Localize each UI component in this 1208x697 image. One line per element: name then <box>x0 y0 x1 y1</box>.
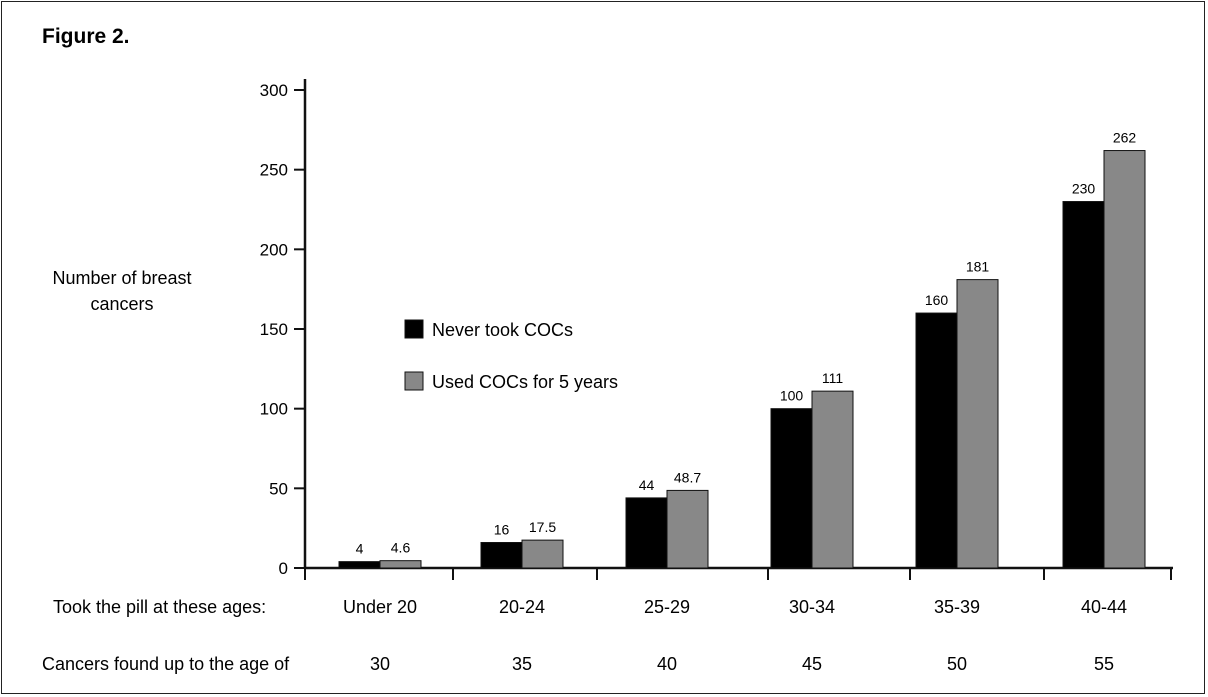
second-row-value: 45 <box>802 654 822 674</box>
bar-used-cocs <box>379 560 422 569</box>
chart-title: Figure 2. <box>42 25 130 48</box>
legend-swatch-never <box>404 319 424 339</box>
bar-value-label: 48.7 <box>674 469 701 485</box>
x-category-label: 20-24 <box>499 597 545 617</box>
bar-value-label: 4 <box>356 541 364 557</box>
y-tick-label: 200 <box>260 240 288 259</box>
y-axis-label-line-2: cancers <box>90 294 153 314</box>
bar-value-label: 111 <box>822 370 843 386</box>
legend: Never took COCs Used COCs for 5 years <box>404 319 618 392</box>
second-row-value: 30 <box>370 654 390 674</box>
second-row-value: 55 <box>1094 654 1114 674</box>
x-row-title: Took the pill at these ages: <box>53 597 266 617</box>
y-tick-label: 0 <box>279 559 288 578</box>
y-tick-label: 50 <box>269 479 288 498</box>
bar-value-label: 17.5 <box>529 519 556 535</box>
bar-used-cocs <box>956 279 999 569</box>
y-tick-label: 150 <box>260 320 288 339</box>
legend-label-used: Used COCs for 5 years <box>432 372 618 392</box>
bar-value-label: 181 <box>966 259 990 275</box>
y-axis-ticks: 0 50 100 150 200 250 300 <box>260 81 305 578</box>
bar-value-label: 16 <box>494 522 510 538</box>
x-category-label: 35-39 <box>934 597 980 617</box>
bar-value-label: 100 <box>780 388 804 404</box>
bar-used-cocs <box>521 539 564 569</box>
x-axis-ticks <box>304 568 1172 580</box>
bar-value-label: 230 <box>1072 181 1096 197</box>
x-category-label: 25-29 <box>644 597 690 617</box>
second-row-value: 40 <box>657 654 677 674</box>
x-category-label: 30-34 <box>789 597 835 617</box>
bar-series <box>338 150 1146 569</box>
second-row-value: 35 <box>512 654 532 674</box>
bar-used-cocs <box>1103 150 1146 569</box>
second-row-value: 50 <box>947 654 967 674</box>
x-axis-category-labels: Under 20 20-24 25-29 30-34 35-39 40-44 <box>343 597 1127 617</box>
bar-never-took-cocs <box>480 542 523 569</box>
y-tick-label: 300 <box>260 81 288 100</box>
y-axis-label-line-1: Number of breast <box>52 268 191 288</box>
y-tick-label: 250 <box>260 161 288 180</box>
x-category-label: Under 20 <box>343 597 417 617</box>
legend-label-never: Never took COCs <box>432 320 573 340</box>
data-labels: 4 4.6 16 17.5 44 48.7 100 111 160 181 230 262 <box>356 130 1137 557</box>
bar-never-took-cocs <box>338 561 381 569</box>
x-category-label: 40-44 <box>1081 597 1127 617</box>
bar-value-label: 262 <box>1113 130 1137 146</box>
y-tick-label: 100 <box>260 400 288 419</box>
bar-never-took-cocs <box>915 312 958 569</box>
legend-swatch-used <box>404 371 424 391</box>
bar-used-cocs <box>811 390 854 569</box>
bar-never-took-cocs <box>1062 201 1105 569</box>
bar-used-cocs <box>666 489 709 569</box>
second-row-labels: 30 35 40 45 50 55 <box>370 654 1114 674</box>
bar-value-label: 160 <box>925 292 949 308</box>
second-row-title: Cancers found up to the age of <box>42 654 290 674</box>
bar-never-took-cocs <box>625 497 668 569</box>
bar-value-label: 44 <box>639 477 655 493</box>
bar-never-took-cocs <box>770 408 813 569</box>
bar-value-label: 4.6 <box>391 540 411 556</box>
